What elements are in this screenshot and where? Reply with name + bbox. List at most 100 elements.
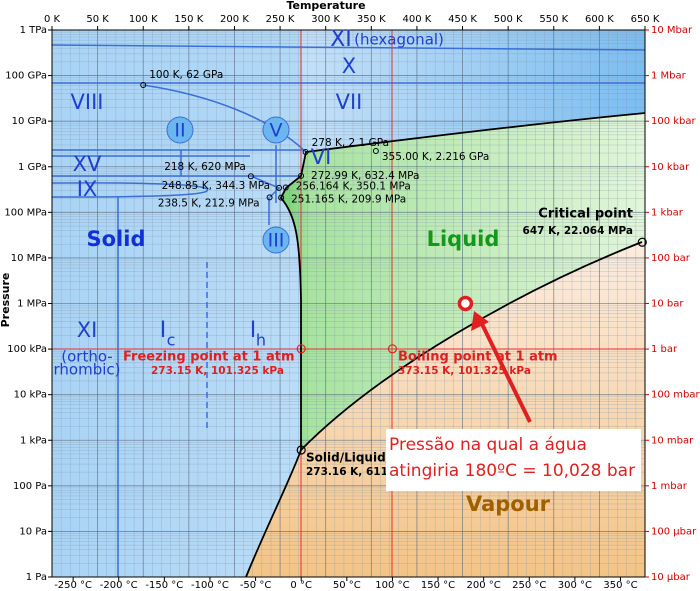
x-tick-label: 150 K xyxy=(174,14,203,25)
x2-tick-label: -100 °C xyxy=(191,580,229,591)
x-tick-label: 350 K xyxy=(357,14,386,25)
boundary xyxy=(250,175,281,198)
annotation: atingiria 180ºC = 10,028 bar xyxy=(389,461,635,481)
y2-tick-label: 1 Mbar xyxy=(651,71,687,82)
y-tick-label: 1 TPa xyxy=(20,25,47,36)
x-tick-label: 300 K xyxy=(311,14,340,25)
data-point xyxy=(302,149,309,156)
special-point xyxy=(387,344,398,354)
x2-tick-label: -150 °C xyxy=(145,580,183,591)
highlight-point xyxy=(457,295,474,312)
special-point-name: Boiling point at 1 atm xyxy=(398,350,558,365)
x-tick-label: 100 K xyxy=(129,14,158,25)
data-point xyxy=(247,173,254,180)
point-label: 256.164 K, 350.1 MPa xyxy=(296,181,411,193)
x2-tick-label: -50 °C xyxy=(240,580,272,591)
point-label: 218 K, 620 MPa xyxy=(164,161,246,173)
phase-label: rhombic) xyxy=(54,361,121,379)
x2-tick-label: 250 °C xyxy=(512,580,546,591)
x2-tick-label: 150 °C xyxy=(421,580,455,591)
phase-label: V xyxy=(270,120,283,142)
y2-tick-label: 1 bar xyxy=(651,344,678,355)
x2-tick-label: -200 °C xyxy=(100,580,138,591)
y-tick-label: 100 GPa xyxy=(5,71,47,82)
special-point-label: 647 K, 22.064 MPa xyxy=(523,225,633,237)
phase-label: VI xyxy=(311,145,332,169)
y2-tick-label: 10 mbar xyxy=(651,435,694,446)
y2-tick-label: 10 kbar xyxy=(651,162,690,173)
phase-label: IX xyxy=(77,177,98,201)
special-point-label: 273.15 K, 101.325 kPa xyxy=(151,365,284,377)
phase-label: Liquid xyxy=(427,227,500,251)
melting-curve xyxy=(279,112,645,450)
phase-label: XV xyxy=(73,152,102,176)
x-tick-label: 50 K xyxy=(86,14,109,25)
point-label: 278 K, 2.1 GPa xyxy=(312,137,389,149)
point-label: 251.165 K, 209.9 MPa xyxy=(291,194,406,206)
vapour-region xyxy=(246,242,645,577)
y-tick-label: 10 MPa xyxy=(11,253,47,264)
x2-tick-label: 350 °C xyxy=(603,580,637,591)
phase-circle xyxy=(262,116,290,144)
x-tick-label: 250 K xyxy=(266,14,295,25)
data-point xyxy=(266,194,273,201)
phase-label: XI xyxy=(330,27,352,52)
y2-tick-label: 100 kbar xyxy=(651,116,697,127)
phase-label: (hexagonal) xyxy=(354,31,444,49)
y-tick-label: 100 kPa xyxy=(7,344,47,355)
x-tick-label: 400 K xyxy=(403,14,432,25)
boundary xyxy=(52,44,645,51)
y-tick-label: 1 GPa xyxy=(18,162,47,173)
annotation-box xyxy=(386,429,641,491)
x2-tick-label: 200 °C xyxy=(467,580,501,591)
phase-label: VIII xyxy=(71,90,104,114)
y-tick-label: 100 Pa xyxy=(13,481,47,492)
y2-tick-label: 10 Mbar xyxy=(651,25,693,36)
y2-tick-label: 100 μbar xyxy=(651,526,697,537)
vaporization-curve xyxy=(300,241,643,451)
phase-label: III xyxy=(268,230,285,252)
phase-circle xyxy=(166,116,194,144)
point-label: 238.5 K, 212.9 MPa xyxy=(158,197,260,209)
phase-label: (ortho- xyxy=(61,348,112,366)
phase-label: XI xyxy=(77,318,98,342)
x-tick-label: 550 K xyxy=(539,14,568,25)
y-tick-label: 1 kPa xyxy=(20,435,47,446)
special-point-label: 373.15 K, 101.325 kPa xyxy=(398,365,531,377)
boundaries xyxy=(52,30,645,577)
labels: 0 K 50 K 100 K 150 K 200 K 250 K 300 K 350 K 400… xyxy=(4,14,700,591)
y-axis-label: Pressure xyxy=(0,273,12,328)
y-tick-label: 10 GPa xyxy=(12,116,47,127)
x-tick-label: 450 K xyxy=(448,14,477,25)
data-point xyxy=(298,172,305,179)
x-axis-label: Temperature xyxy=(286,0,365,12)
phase-label: c xyxy=(167,331,176,350)
special-point-name: Freezing point at 1 atm xyxy=(123,350,295,365)
phase-label: I xyxy=(160,318,167,343)
y-tick-label: 1 MPa xyxy=(17,299,47,310)
boundary xyxy=(52,182,209,198)
x2-tick-label: -250 °C xyxy=(54,580,92,591)
boundary xyxy=(142,84,307,153)
phase-label: II xyxy=(174,120,185,142)
annotation-arrow xyxy=(479,321,532,423)
y-tick-label: 1 Pa xyxy=(26,572,47,583)
x2-tick-label: 300 °C xyxy=(558,580,592,591)
point-label: 355.00 K, 2.216 GPa xyxy=(382,151,489,163)
y2-tick-label: 10 μbar xyxy=(651,572,691,583)
phase-label: VII xyxy=(336,90,363,114)
x-tick-label: 500 K xyxy=(494,14,523,25)
y2-tick-label: 1 mbar xyxy=(651,481,688,492)
point-label: 100 K, 62 GPa xyxy=(149,69,223,81)
y-tick-label: 10 kPa xyxy=(14,390,47,401)
phase-label: I xyxy=(250,318,257,343)
y2-tick-label: 100 bar xyxy=(651,253,691,264)
x2-tick-label: 0 °C xyxy=(290,580,312,591)
phase-label: Solid xyxy=(87,227,146,251)
data-point xyxy=(278,194,285,201)
y2-tick-label: 100 mbar xyxy=(651,390,700,401)
x-tick-label: 650 K xyxy=(631,14,660,25)
sublimation-curve xyxy=(245,449,302,577)
y-tick-label: 10 Pa xyxy=(19,526,47,537)
